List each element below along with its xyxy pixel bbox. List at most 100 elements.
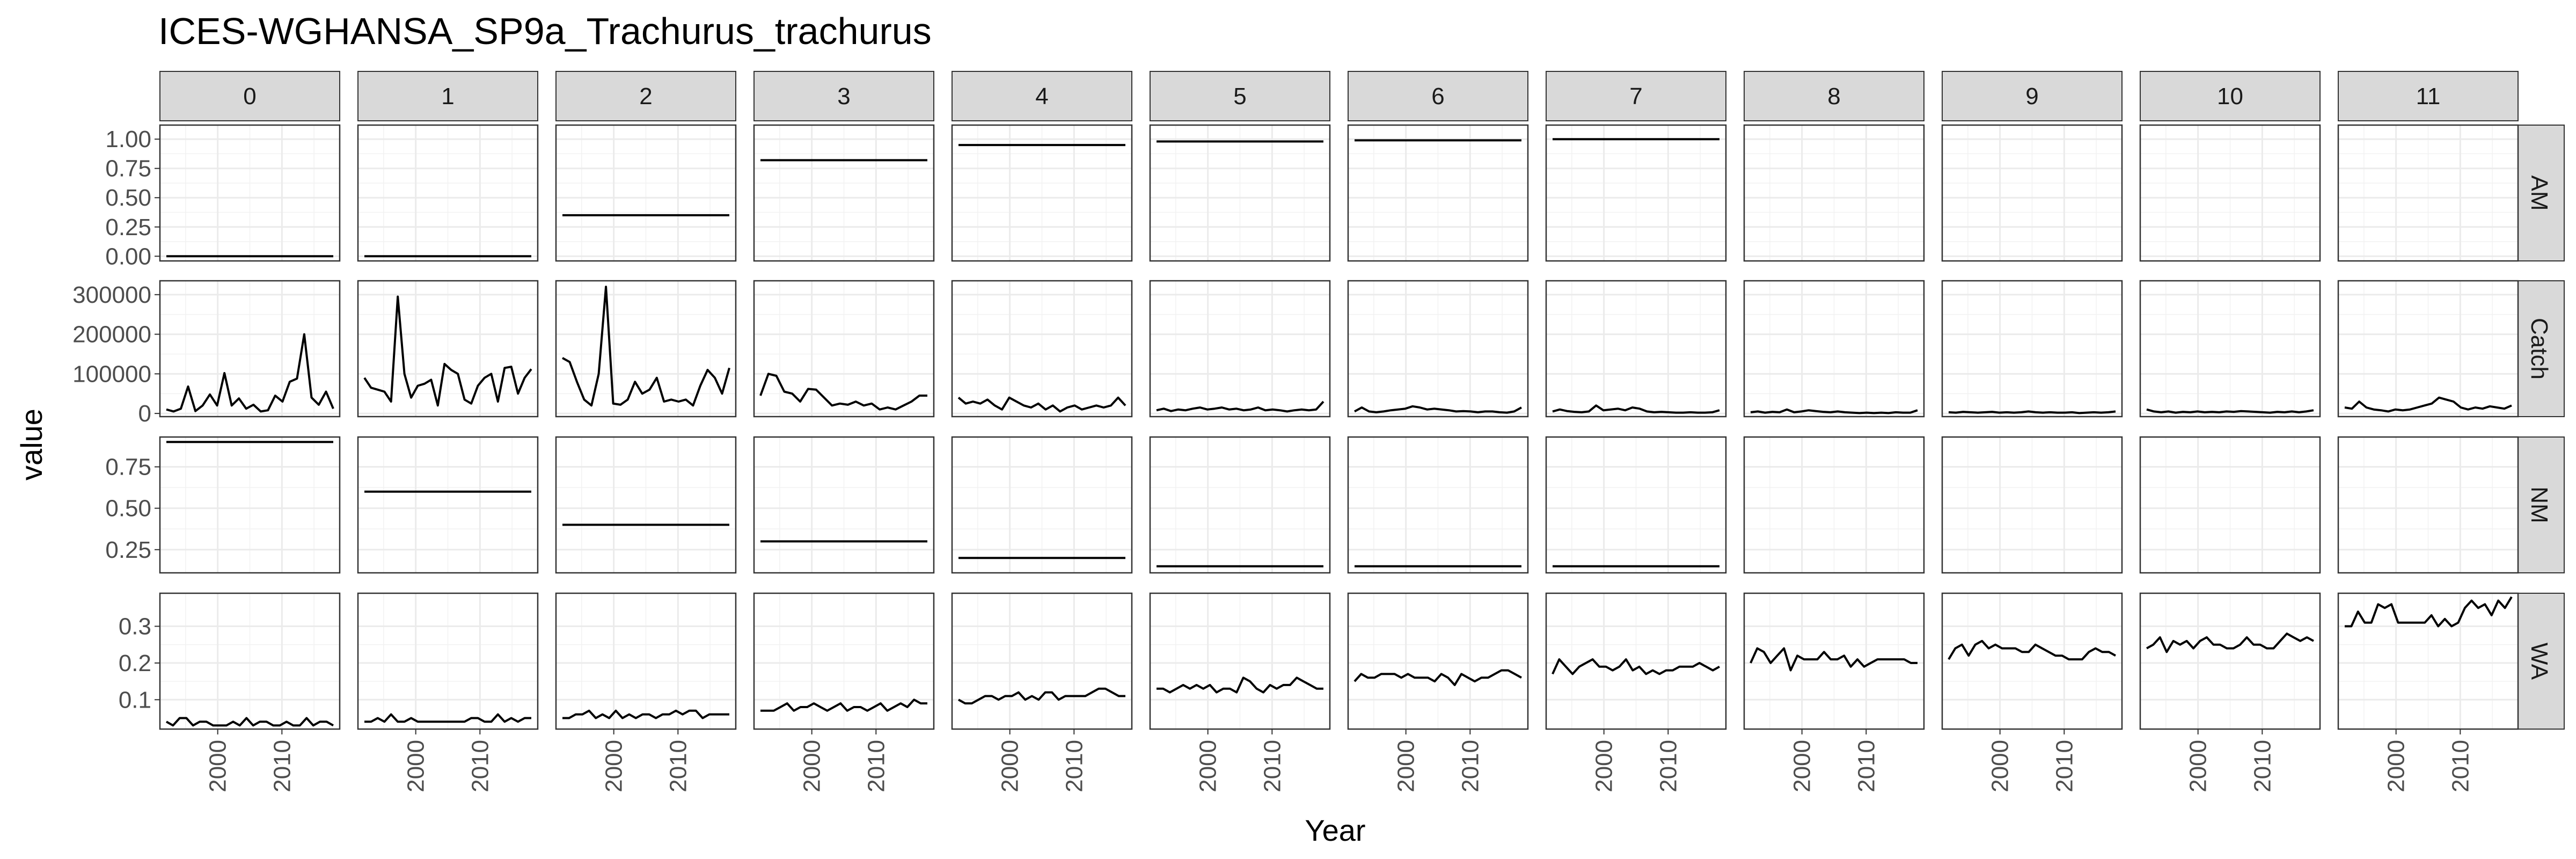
x-tick-label: 2010	[2249, 740, 2275, 792]
panel-border	[753, 436, 935, 574]
panel-border	[159, 592, 341, 730]
facet-label-col-4: 4	[1035, 83, 1048, 110]
panel-AM-8	[1743, 124, 1925, 262]
panel-border	[1347, 436, 1529, 574]
series-line-Catch-7	[1552, 404, 1720, 414]
series-line-WA-8	[1750, 647, 1918, 672]
series-line-Catch-5	[1156, 401, 1324, 413]
panel-NM-1	[357, 436, 539, 574]
panel-border	[2139, 280, 2321, 418]
facet-strip-col-8	[1744, 71, 1924, 121]
panel-Catch-4	[951, 280, 1133, 418]
panel-NM-3	[753, 436, 935, 574]
x-tick-label: 2010	[269, 740, 295, 792]
panel-border	[357, 436, 539, 574]
x-tick-label: 2000	[2185, 740, 2212, 792]
panel-Catch-0	[159, 280, 341, 418]
facet-strip-row-NM	[2514, 436, 2565, 573]
series-line-WA-0	[166, 717, 334, 727]
x-tick-label: 2010	[1655, 740, 1681, 792]
y-tick-label-AM: 0.50	[105, 185, 151, 211]
panel-border	[1149, 436, 1331, 574]
series-line-WA-4	[958, 687, 1125, 705]
panel-border	[2139, 436, 2321, 574]
x-tick-label: 2000	[1987, 740, 2014, 792]
x-tick-label: 2000	[1393, 740, 1419, 792]
panel-border	[1743, 436, 1925, 574]
x-tick-label: 2010	[2447, 740, 2473, 792]
y-axis-title: value	[14, 409, 48, 481]
series-line-Catch-0	[166, 333, 334, 413]
chart-title: ICES-WGHANSA_SP9a_Trachurus_trachurus	[158, 10, 932, 52]
x-tick-label: 2000	[601, 740, 627, 792]
panel-border	[555, 436, 737, 574]
series-line-Catch-6	[1354, 405, 1522, 414]
facet-strip-col-5	[1150, 71, 1330, 121]
panel-border	[1347, 280, 1529, 418]
panel-border	[1941, 124, 2123, 262]
panel-border	[1545, 436, 1727, 574]
panel-Catch-11	[2337, 280, 2519, 418]
panel-AM-6	[1347, 124, 1529, 262]
facet-label-row-NM: NM	[2526, 486, 2552, 523]
facet-strip-col-10	[2140, 71, 2321, 121]
y-tick-label-WA: 0.2	[119, 650, 151, 676]
panel-border	[2337, 124, 2519, 262]
facet-label-col-5: 5	[1233, 83, 1246, 110]
panel-WA-10	[2139, 592, 2321, 730]
facet-strip-col-0	[159, 71, 340, 121]
panel-border	[2337, 280, 2519, 418]
panel-border	[159, 124, 341, 262]
panel-border	[357, 124, 539, 262]
panel-border	[159, 280, 341, 418]
facet-strip-col-9	[1942, 71, 2123, 121]
facet-label-col-8: 8	[1827, 83, 1840, 110]
x-tick-label: 2000	[997, 740, 1023, 792]
y-tick-label-AM: 0.25	[105, 214, 151, 241]
series-line-Catch-3	[759, 373, 927, 411]
panel-WA-5	[1149, 592, 1331, 730]
facet-label-row-WA: WA	[2526, 643, 2552, 680]
panel-border	[159, 436, 341, 574]
panel-border	[1149, 124, 1331, 262]
panel-WA-4	[951, 592, 1133, 730]
panel-AM-11	[2337, 124, 2519, 262]
panel-border	[1743, 592, 1925, 730]
panel-AM-1	[357, 124, 539, 262]
panel-border	[1545, 124, 1727, 262]
facet-strip-col-7	[1546, 71, 1726, 121]
panel-border	[753, 592, 935, 730]
y-tick-label-AM: 1.00	[105, 126, 151, 152]
panel-border	[555, 124, 737, 262]
panel-Catch-5	[1149, 280, 1331, 418]
panel-border	[753, 280, 935, 418]
facet-label-col-10: 10	[2217, 83, 2243, 110]
panel-border	[2139, 124, 2321, 262]
facet-label-col-3: 3	[837, 83, 850, 110]
series-line-Catch-4	[957, 396, 1126, 413]
panel-NM-2	[555, 436, 737, 574]
x-tick-label: 2010	[2051, 740, 2077, 792]
panel-WA-6	[1347, 592, 1529, 730]
facet-strip-row-AM	[2514, 125, 2565, 261]
x-tick-label: 2010	[1259, 740, 1285, 792]
series-line-Catch-2	[562, 286, 730, 407]
facet-strip-col-3	[753, 71, 934, 121]
series-line-WA-6	[1353, 669, 1522, 686]
facet-label-col-11: 11	[2416, 83, 2441, 110]
panel-NM-4	[951, 436, 1133, 574]
facet-label-col-1: 1	[441, 83, 454, 110]
panel-border	[2337, 592, 2519, 730]
panel-grid: 0 1 2 3 4 5 6 7 8 9 10 11AMCatchNMWA0.000.250.500.7…	[72, 71, 2565, 792]
panel-NM-11	[2337, 436, 2519, 574]
panel-WA-2	[555, 592, 737, 730]
x-tick-label: 2000	[2383, 740, 2410, 792]
panel-Catch-10	[2139, 280, 2321, 418]
panel-border	[951, 280, 1133, 418]
facet-strip-col-2	[555, 71, 736, 121]
panel-AM-5	[1149, 124, 1331, 262]
series-line-Catch-11	[2344, 396, 2512, 413]
panel-AM-2	[555, 124, 737, 262]
panel-NM-0	[159, 436, 341, 574]
series-line-WA-1	[364, 713, 531, 723]
